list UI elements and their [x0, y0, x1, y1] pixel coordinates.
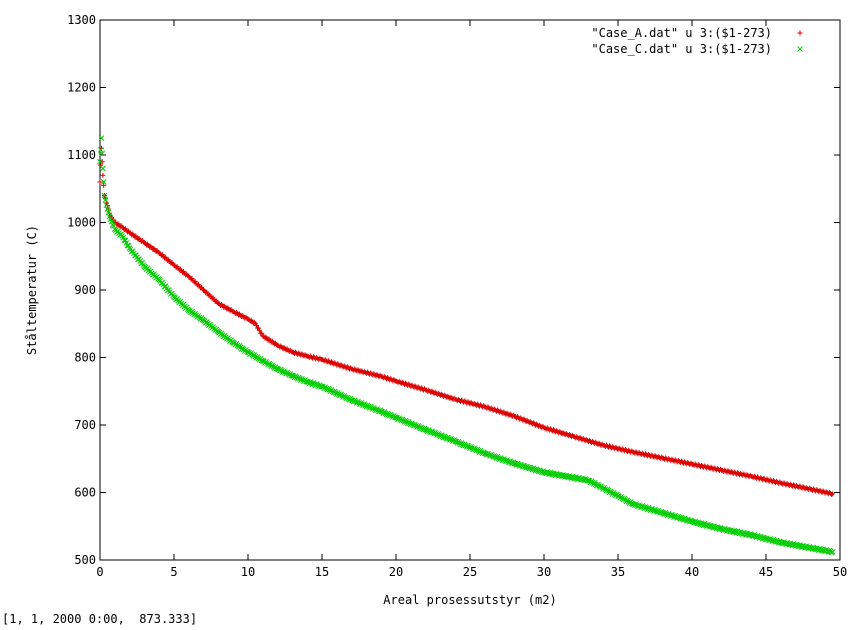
- legend: "Case_A.dat" u 3:($1-273) "Case_C.dat" u…: [591, 26, 803, 56]
- plot-frame: [99, 19, 841, 561]
- legend-marker-case-a: [797, 30, 803, 36]
- y-tick-label: 1100: [67, 148, 96, 162]
- x-tick-labels: 0 5 10 15 20 25 30 35 40 45 50: [96, 565, 847, 579]
- data-point: [124, 242, 131, 249]
- axis-ticks: [99, 19, 841, 561]
- y-tick-labels: 500 600 700 800 900 1000 1100 1200 1300: [67, 13, 96, 567]
- y-axis-label: Ståltemperatur (C): [25, 225, 39, 355]
- data-point: [103, 202, 110, 209]
- x-tick-label: 15: [315, 565, 329, 579]
- data-point: [102, 197, 109, 203]
- data-point: [257, 328, 263, 334]
- data-point: [100, 172, 106, 178]
- data-point: [251, 319, 257, 325]
- data-point: [108, 218, 115, 225]
- x-tick-label: 35: [611, 565, 625, 579]
- data-point: [99, 150, 106, 157]
- x-tick-label: 20: [389, 565, 403, 579]
- data-point: [391, 377, 397, 383]
- y-tick-label: 800: [74, 351, 96, 365]
- data-point: [125, 242, 132, 249]
- legend-marker-case-c: [797, 46, 803, 52]
- data-point: [100, 165, 106, 172]
- data-point: [827, 490, 833, 496]
- data-point: [105, 209, 112, 216]
- y-tick-label: 1200: [67, 81, 96, 95]
- data-point: [829, 491, 835, 497]
- legend-label-case-a: "Case_A.dat" u 3:($1-273): [591, 26, 772, 40]
- legend-label-case-c: "Case_C.dat" u 3:($1-273): [591, 42, 772, 56]
- data-point: [317, 355, 323, 361]
- y-tick-label: 900: [74, 283, 96, 297]
- data-point: [110, 223, 117, 229]
- x-tick-label: 25: [463, 565, 477, 579]
- data-point: [106, 213, 113, 220]
- x-tick-label: 45: [759, 565, 773, 579]
- y-tick-label: 600: [74, 486, 96, 500]
- x-tick-label: 40: [685, 565, 699, 579]
- data-point: [117, 224, 123, 230]
- data-point: [97, 179, 103, 185]
- y-tick-label: 700: [74, 418, 96, 432]
- data-point: [259, 330, 265, 336]
- data-point: [118, 231, 124, 238]
- data-point: [250, 320, 256, 326]
- data-point: [302, 352, 308, 358]
- x-tick-label: 0: [96, 565, 103, 579]
- data-point: [124, 229, 130, 235]
- x-tick-label: 30: [537, 565, 551, 579]
- data-point: [253, 322, 259, 328]
- series-case-c: [97, 135, 836, 556]
- data-point: [256, 325, 262, 331]
- y-tick-label: 1300: [67, 13, 96, 27]
- legend-plus-marker: [797, 30, 803, 36]
- legend-x-marker: [797, 46, 803, 52]
- data-point: [828, 549, 835, 556]
- x-tick-label: 5: [170, 565, 177, 579]
- data-point: [98, 145, 104, 151]
- data-point: [101, 182, 107, 188]
- data-point: [201, 287, 207, 293]
- y-tick-label: 500: [74, 553, 96, 567]
- y-tick-label: 1000: [67, 216, 96, 230]
- x-tick-label: 10: [241, 565, 255, 579]
- x-axis-label: Areal prosessutstyr (m2): [383, 593, 556, 607]
- data-point: [97, 158, 103, 165]
- data-point: [101, 192, 108, 199]
- data-point: [100, 179, 107, 185]
- data-point: [98, 135, 105, 141]
- coordinate-readout: [1, 1, 2000 0:00, 873.333]: [2, 612, 198, 626]
- data-point: [97, 147, 104, 153]
- x-tick-label: 50: [833, 565, 847, 579]
